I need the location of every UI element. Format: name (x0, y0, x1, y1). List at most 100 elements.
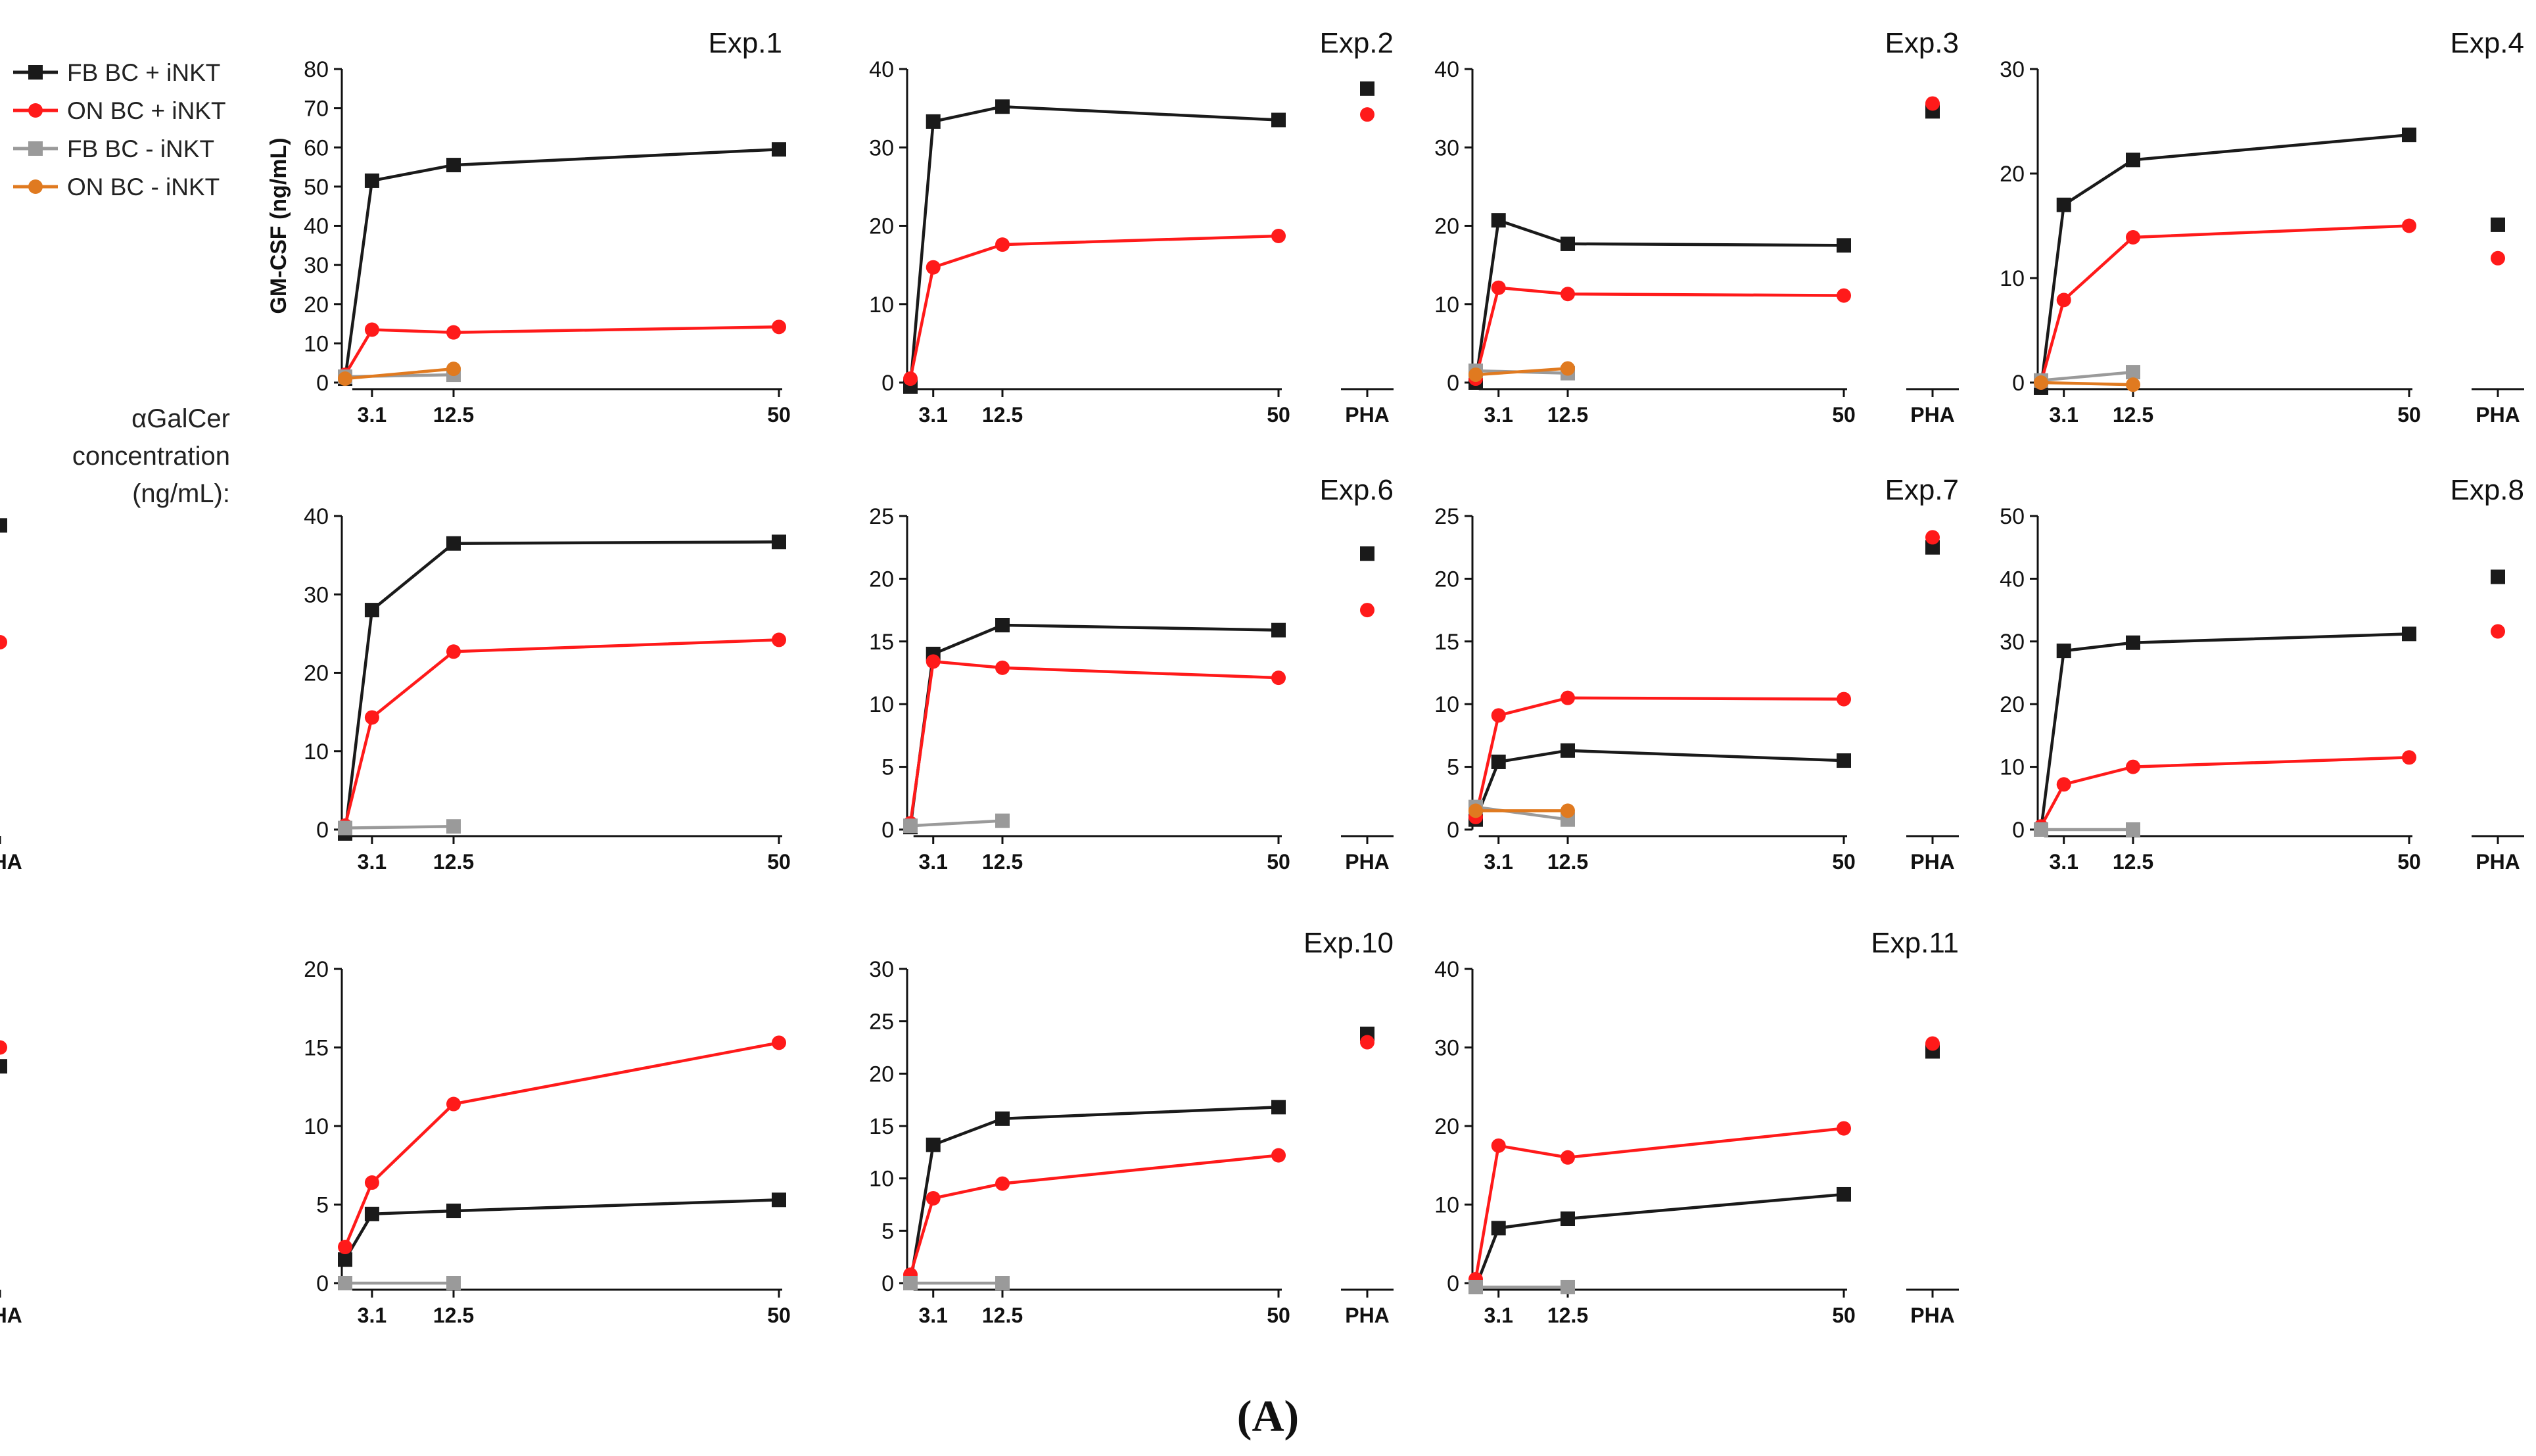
data-point (772, 319, 786, 335)
data-point (1561, 743, 1575, 758)
x-tick-label: 3.1 (918, 850, 947, 874)
pha-point (2491, 217, 2505, 232)
series-line (908, 623, 1279, 828)
x-tick-label: 12.5 (982, 1303, 1023, 1327)
y-tick-label: 20 (304, 661, 329, 686)
pha-label: PHA (1910, 1303, 1955, 1327)
data-point (2402, 128, 2416, 143)
x-tick-label: 12.5 (433, 403, 474, 427)
y-tick-label: 5 (1447, 755, 1459, 780)
panel-exp-4: Exp.4 0 10 20 30 3.1 12.5 50 PHA (2000, 27, 2524, 427)
data-point (338, 1276, 352, 1290)
data-point (446, 644, 461, 659)
data-point (1271, 1100, 1286, 1115)
data-point (1468, 367, 1483, 383)
x-tick-label: 3.1 (1484, 403, 1513, 427)
x-tick-label: 3.1 (2049, 850, 2078, 874)
pha-label: PHA (0, 1303, 22, 1327)
data-point (772, 1192, 786, 1208)
pha-point (1925, 96, 1940, 111)
y-tick-label: 40 (1434, 957, 1459, 982)
data-point (364, 1175, 379, 1190)
x-tick-label: 12.5 (982, 850, 1023, 874)
legend-item-fb-bc-inkt: FB BC + iNKT (13, 59, 220, 86)
data-point (2056, 197, 2071, 212)
y-tick-label: 30 (1434, 135, 1459, 160)
data-point (995, 617, 1010, 632)
x-tick-label: 12.5 (982, 403, 1023, 427)
series-line (1474, 1192, 1844, 1288)
legend-item-fb-bc-inkt: FB BC - iNKT (13, 135, 214, 162)
y-tick-label: 30 (1434, 1036, 1459, 1061)
data-point (772, 1035, 786, 1050)
y-tick-label: 30 (869, 135, 894, 160)
data-point (1468, 1279, 1483, 1294)
y-tick-label: 0 (881, 818, 894, 843)
figure-label: (A) (1237, 1391, 1299, 1441)
pha-label: PHA (1345, 850, 1390, 874)
series-on-bc-inkt (2034, 375, 2140, 392)
data-point (1561, 361, 1575, 376)
y-tick-label: 30 (2000, 57, 2025, 82)
series-line (2040, 370, 2134, 383)
panel-exp-2: Exp.2 0 10 20 30 40 3.1 12.5 50 PHA (869, 27, 1394, 427)
pha-point (1925, 540, 1940, 555)
y-tick-label: 10 (1434, 293, 1459, 317)
panel-exp-1: Exp.1 0 10 20 30 40 50 60 70 80 GM-CSF (ng/mL) 3.1 1… (266, 27, 791, 427)
series-line (1474, 696, 1844, 818)
legend-label: ON BC + iNKT (67, 97, 226, 124)
panel-title: Exp.4 (2450, 27, 2524, 59)
x-tick-label: 12.5 (433, 850, 474, 874)
data-point (995, 99, 1010, 114)
series-line (1474, 1127, 1844, 1280)
y-tick-label: 10 (869, 1167, 894, 1192)
data-point (1491, 708, 1506, 723)
pha-point (1360, 81, 1374, 96)
legend-marker (28, 65, 43, 80)
pha-label: PHA (1910, 403, 1955, 427)
y-tick-label: 20 (1434, 1114, 1459, 1139)
series-fb-bc-inkt (1468, 104, 1940, 390)
y-tick-label: 0 (2012, 371, 2025, 396)
x-tick-label: 50 (2397, 403, 2421, 427)
series-line (343, 1041, 780, 1248)
y-tick-label: 0 (1447, 1271, 1459, 1296)
data-point (995, 1276, 1010, 1290)
data-point (1837, 692, 1851, 707)
series-on-bc-inkt (2034, 218, 2505, 390)
data-point (1561, 1279, 1575, 1294)
series-line (343, 638, 780, 826)
y-tick-label: 30 (304, 582, 329, 607)
series-line (908, 659, 1279, 824)
data-point (995, 237, 1010, 252)
data-point (1561, 1150, 1575, 1165)
y-tick-label: 30 (2000, 630, 2025, 655)
series-fb-bc-inkt (338, 142, 786, 387)
data-point (1491, 280, 1506, 295)
pha-label: PHA (0, 850, 22, 874)
series-line (908, 1154, 1279, 1275)
x-tick-label: 12.5 (1547, 403, 1588, 427)
panel-exp-3: Exp.3 0 10 20 30 40 3.1 12.5 50 PHA (1434, 27, 1959, 427)
series-fb-bc-inkt (2034, 569, 2505, 837)
legend-item-on-bc-inkt: ON BC + iNKT (13, 97, 226, 124)
series-line (2039, 632, 2410, 830)
series-line (2039, 133, 2410, 388)
y-tick-label: 40 (869, 57, 894, 82)
y-tick-label: 80 (304, 57, 329, 82)
x-tick-label: 3.1 (358, 1303, 387, 1327)
x-tick-label: 50 (767, 1303, 791, 1327)
y-tick-label: 70 (304, 97, 329, 122)
pha-point (2491, 624, 2505, 639)
y-tick-label: 15 (304, 1036, 329, 1061)
series-fb-bc-inkt (1468, 1044, 1940, 1294)
data-point (903, 371, 918, 387)
pha-point (1360, 107, 1374, 122)
pha-label: PHA (2476, 403, 2520, 427)
series-fb-bc-inkt (903, 1276, 1010, 1290)
y-tick-label: 10 (304, 1114, 329, 1139)
data-point (338, 1240, 352, 1255)
data-point (1561, 1211, 1575, 1227)
y-tick-label: 60 (304, 135, 329, 160)
